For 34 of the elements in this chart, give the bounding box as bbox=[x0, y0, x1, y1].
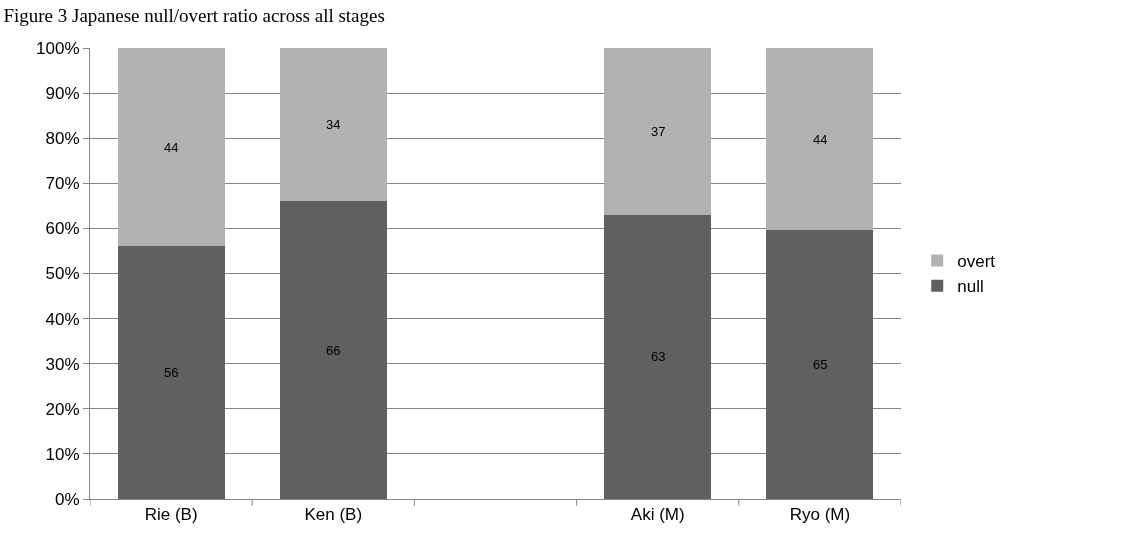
bar bbox=[766, 230, 874, 499]
bar bbox=[279, 201, 387, 499]
legend-label: null bbox=[957, 277, 984, 297]
y-tick-label: 70% bbox=[45, 174, 80, 194]
x-tick-label: Ryo (M) bbox=[789, 505, 851, 525]
y-tick-label: 10% bbox=[45, 444, 80, 464]
y-tick-label: 60% bbox=[45, 219, 80, 239]
y-tick-label: 50% bbox=[45, 264, 80, 284]
annotation: 44 bbox=[164, 140, 179, 155]
bar bbox=[279, 48, 387, 202]
y-tick-label: 20% bbox=[45, 399, 80, 419]
legend-label: overt bbox=[957, 252, 996, 272]
annotation: 63 bbox=[651, 349, 666, 364]
chart-title: Figure 3 Japanese null/overt ratio across all stages bbox=[3, 4, 385, 26]
y-tick-label: 0% bbox=[55, 489, 80, 509]
x-tick-label: Ken (B) bbox=[304, 505, 363, 525]
bar bbox=[604, 48, 712, 215]
annotation: 65 bbox=[813, 357, 828, 372]
annotation: 34 bbox=[326, 117, 341, 132]
annotation: 56 bbox=[164, 365, 179, 380]
x-tick-label: Aki (M) bbox=[630, 505, 685, 525]
y-tick-label: 80% bbox=[45, 129, 80, 149]
bar bbox=[766, 48, 874, 231]
bar bbox=[117, 48, 225, 247]
y-tick-label: 90% bbox=[45, 84, 80, 104]
annotation: 37 bbox=[651, 124, 666, 139]
y-tick-label: 100% bbox=[36, 38, 80, 58]
y-tick-label: 30% bbox=[45, 354, 80, 374]
annotation: 66 bbox=[326, 343, 341, 358]
bar bbox=[604, 214, 712, 499]
bar bbox=[117, 246, 225, 499]
y-tick-label: 40% bbox=[45, 309, 80, 329]
annotation: 44 bbox=[813, 132, 828, 147]
x-tick-label: Rie (B) bbox=[144, 505, 198, 525]
